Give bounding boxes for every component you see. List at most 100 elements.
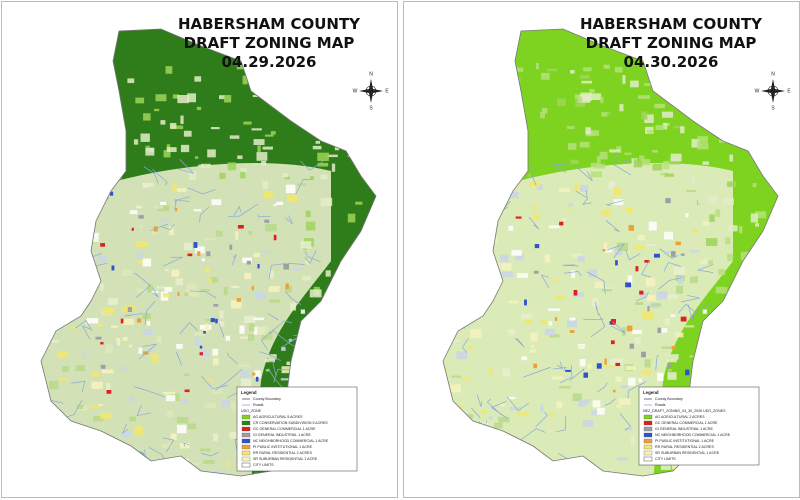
parcel: [101, 369, 114, 374]
parcel: [722, 197, 734, 205]
parcel: [218, 321, 225, 327]
parcel: [670, 314, 676, 317]
parcel: [666, 358, 677, 363]
parcel: [603, 64, 610, 69]
parcel: [704, 257, 708, 261]
parcel: [160, 201, 167, 205]
parcel: [601, 210, 612, 216]
parcel: [213, 304, 219, 307]
legend-text: Roads: [655, 403, 666, 407]
road: [605, 200, 624, 207]
parcel: [596, 363, 602, 369]
parcel: [641, 111, 648, 120]
legend-item: PI PUBLIC INSTITUTIONAL 1 ACRE: [655, 439, 715, 443]
parcel: [614, 67, 623, 73]
parcel: [265, 223, 277, 232]
road: [187, 187, 216, 195]
parcel: [256, 152, 268, 161]
parcel: [156, 286, 165, 289]
parcel: [175, 278, 184, 286]
parcel: [240, 171, 246, 179]
legend-swatch: [241, 450, 251, 456]
legend-text: County Boundary: [655, 397, 683, 401]
parcel: [566, 126, 575, 129]
parcel: [680, 126, 685, 134]
parcel: [301, 275, 311, 281]
parcel: [317, 152, 329, 161]
parcel: [498, 416, 510, 423]
parcel: [254, 291, 266, 300]
parcel: [580, 184, 589, 192]
parcel: [517, 273, 528, 278]
legend-swatch: [241, 444, 251, 450]
parcel: [122, 431, 132, 437]
parcel: [138, 347, 143, 354]
parcel: [559, 221, 564, 226]
map-title: DRAFT ZONING MAP: [184, 34, 355, 52]
road: [268, 263, 286, 280]
road: [625, 249, 641, 261]
parcel: [594, 462, 602, 466]
parcel: [635, 301, 644, 306]
parcel: [521, 356, 528, 361]
parcel: [700, 260, 709, 265]
parcel: [582, 420, 593, 427]
road: [233, 205, 242, 216]
parcel: [468, 345, 473, 350]
parcel: [585, 127, 592, 135]
legend-item: RR RURAL RESIDENTIAL 2 ACRES: [655, 445, 714, 449]
parcel: [331, 163, 336, 172]
parcel: [580, 230, 592, 235]
parcel: [95, 336, 102, 340]
legend-swatch: [241, 432, 251, 438]
parcel: [639, 155, 645, 162]
road: [259, 351, 281, 361]
road: [604, 398, 616, 406]
parcel: [286, 194, 298, 203]
parcel: [530, 197, 539, 205]
parcel: [283, 263, 290, 270]
parcel: [186, 283, 197, 292]
parcel: [660, 463, 671, 470]
legend-item: AG AGRICULTURAL 5 ACRES: [253, 415, 303, 419]
parcel: [227, 162, 237, 171]
parcel: [502, 368, 510, 377]
parcel: [615, 376, 622, 382]
legend-item: RR RURAL RESIDENTIAL 2 ACRES: [253, 451, 312, 455]
parcel: [673, 266, 686, 275]
parcel: [270, 131, 276, 135]
parcel: [568, 203, 574, 207]
parcel: [203, 238, 215, 241]
parcel: [618, 398, 631, 405]
parcel: [305, 260, 310, 265]
road: [522, 366, 551, 378]
parcel: [116, 338, 121, 346]
parcel: [533, 276, 541, 286]
parcel: [137, 259, 148, 264]
parcel: [208, 278, 212, 283]
parcel: [194, 156, 199, 159]
road: [231, 254, 237, 265]
parcel: [632, 245, 645, 250]
parcel: [264, 358, 275, 363]
road: [582, 198, 592, 205]
road: [551, 163, 571, 173]
parcel: [129, 210, 138, 215]
parcel: [49, 381, 59, 390]
parcel: [300, 241, 312, 249]
parcel: [601, 112, 608, 117]
parcel: [240, 168, 247, 174]
parcel: [264, 190, 273, 199]
parcel: [460, 377, 471, 381]
legend-swatch: [643, 414, 653, 420]
parcel: [602, 288, 613, 292]
parcel: [268, 286, 280, 293]
parcel: [456, 351, 468, 360]
parcel: [621, 384, 629, 389]
parcel: [630, 80, 639, 88]
parcel: [184, 292, 189, 296]
parcel: [534, 244, 540, 249]
parcel: [647, 130, 654, 134]
legend-item: CR CONSERVATION SUBDIVISION 5 ACRES: [253, 421, 328, 425]
